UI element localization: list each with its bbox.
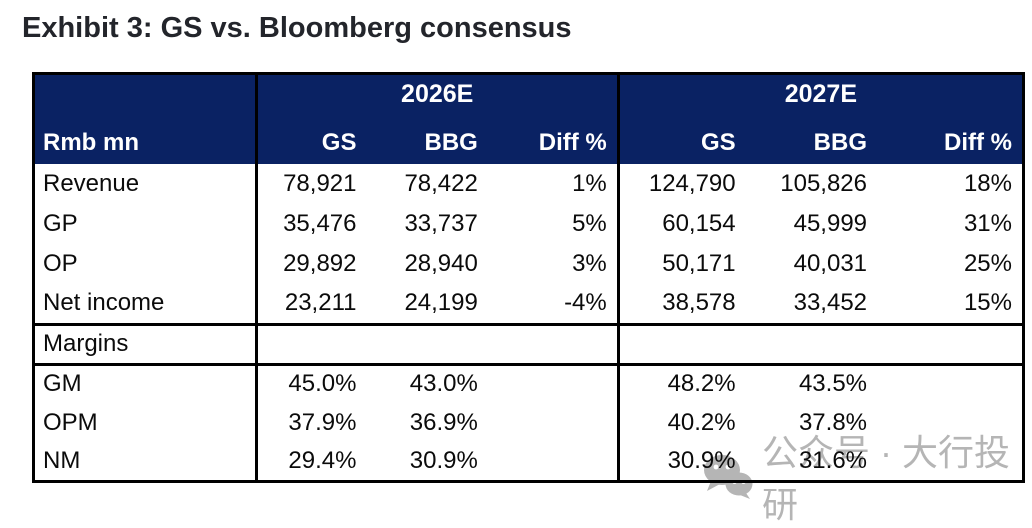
cell-value: 29.4% xyxy=(254,442,367,481)
row-label: GP xyxy=(43,210,78,237)
cell-value: 78,422 xyxy=(404,170,478,197)
cell-value: 30.9% xyxy=(409,446,478,474)
header-corner-empty xyxy=(33,73,257,113)
cell-value xyxy=(488,364,618,403)
col-header-bbg-2027: BBG xyxy=(745,113,878,164)
cell-value: 48.2% xyxy=(616,364,746,403)
row-label: GM xyxy=(43,370,82,398)
cell-value: 3% xyxy=(572,250,607,277)
cell-value: 43.5% xyxy=(798,370,868,398)
row-label: NM xyxy=(43,446,81,474)
cell-value: 40,031 xyxy=(793,250,868,277)
cell-value: 45,999 xyxy=(793,210,868,237)
cell-value xyxy=(877,364,1023,403)
table-row-year-header: 2026E 2027E xyxy=(33,73,1024,113)
cell-value: 33,737 xyxy=(404,210,478,237)
col-header-diff-2027: Diff % xyxy=(877,113,1024,164)
cell-value xyxy=(877,403,1023,442)
row-label: Revenue xyxy=(43,170,140,197)
cell-value: 124,790 xyxy=(616,164,746,204)
cell-value: 31% xyxy=(963,210,1012,237)
exhibit-title: Exhibit 3: GS vs. Bloomberg consensus xyxy=(22,12,572,44)
cell-value: 105,826 xyxy=(780,170,868,197)
cell-value: 43.0% xyxy=(409,370,478,398)
cell-value: 1% xyxy=(572,170,607,197)
table-row-revenue: Revenue 78,921 78,422 1% 124,790 105,826… xyxy=(34,164,1024,204)
section-label: Margins xyxy=(33,322,257,366)
cell-value: 60,154 xyxy=(616,204,746,244)
cell-value: 30.9% xyxy=(616,442,746,481)
cell-value: 36.9% xyxy=(409,408,478,436)
cell-value: 37.9% xyxy=(254,403,367,442)
cell-value: 24,199 xyxy=(404,289,478,317)
cell-value xyxy=(488,403,618,442)
cell-value: 50,171 xyxy=(616,244,746,284)
cell-value: 33,452 xyxy=(793,289,868,317)
cell-value: 35,476 xyxy=(254,204,367,244)
cell-value xyxy=(488,442,618,481)
cell-value: 15% xyxy=(963,289,1012,317)
cell-value: -4% xyxy=(564,289,607,317)
table-row-net-income: Net income 23,211 24,199 -4% 38,578 33,4… xyxy=(34,284,1024,324)
header-group-2026: 2026E xyxy=(254,73,619,113)
row-label: Net income xyxy=(43,289,165,317)
cell-value: 31.6% xyxy=(798,446,868,474)
section-empty-2027 xyxy=(616,322,1024,366)
row-label: OPM xyxy=(43,408,98,436)
table-row-gp: GP 35,476 33,737 5% 60,154 45,999 31% xyxy=(34,204,1024,244)
col-header-gs-2026: GS xyxy=(254,113,367,164)
cell-value: 29,892 xyxy=(254,244,367,284)
col-header-gs-2027: GS xyxy=(616,113,746,164)
section-empty-2026 xyxy=(254,322,619,366)
col-header-bbg-2026: BBG xyxy=(366,113,488,164)
cell-value: 78,921 xyxy=(254,164,367,204)
cell-value: 23,211 xyxy=(254,284,367,324)
cell-value: 37.8% xyxy=(798,408,868,436)
header-group-2027: 2027E xyxy=(616,73,1024,113)
table-row-margins-section: Margins xyxy=(33,322,1024,366)
cell-value: 45.0% xyxy=(254,364,367,403)
table-row-nm: NM 29.4% 30.9% 30.9% 31.6% xyxy=(34,442,1024,481)
cell-value xyxy=(877,442,1023,481)
unit-label: Rmb mn xyxy=(33,113,257,164)
consensus-table: 2026E 2027E Rmb mn GS BBG Diff % GS BBG … xyxy=(32,72,1025,483)
col-header-diff-2026: Diff % xyxy=(487,113,619,164)
row-label: OP xyxy=(43,250,78,277)
cell-value: 18% xyxy=(963,170,1012,197)
table-row-gm: GM 45.0% 43.0% 48.2% 43.5% xyxy=(34,364,1024,403)
cell-value: 25% xyxy=(963,250,1012,277)
cell-value: 38,578 xyxy=(616,284,746,324)
table-row-op: OP 29,892 28,940 3% 50,171 40,031 25% xyxy=(34,244,1024,284)
cell-value: 28,940 xyxy=(404,250,478,277)
cell-value: 5% xyxy=(572,210,607,237)
cell-value: 40.2% xyxy=(616,403,746,442)
table-row-opm: OPM 37.9% 36.9% 40.2% 37.8% xyxy=(34,403,1024,442)
table-row-column-header: Rmb mn GS BBG Diff % GS BBG Diff % xyxy=(33,113,1024,164)
